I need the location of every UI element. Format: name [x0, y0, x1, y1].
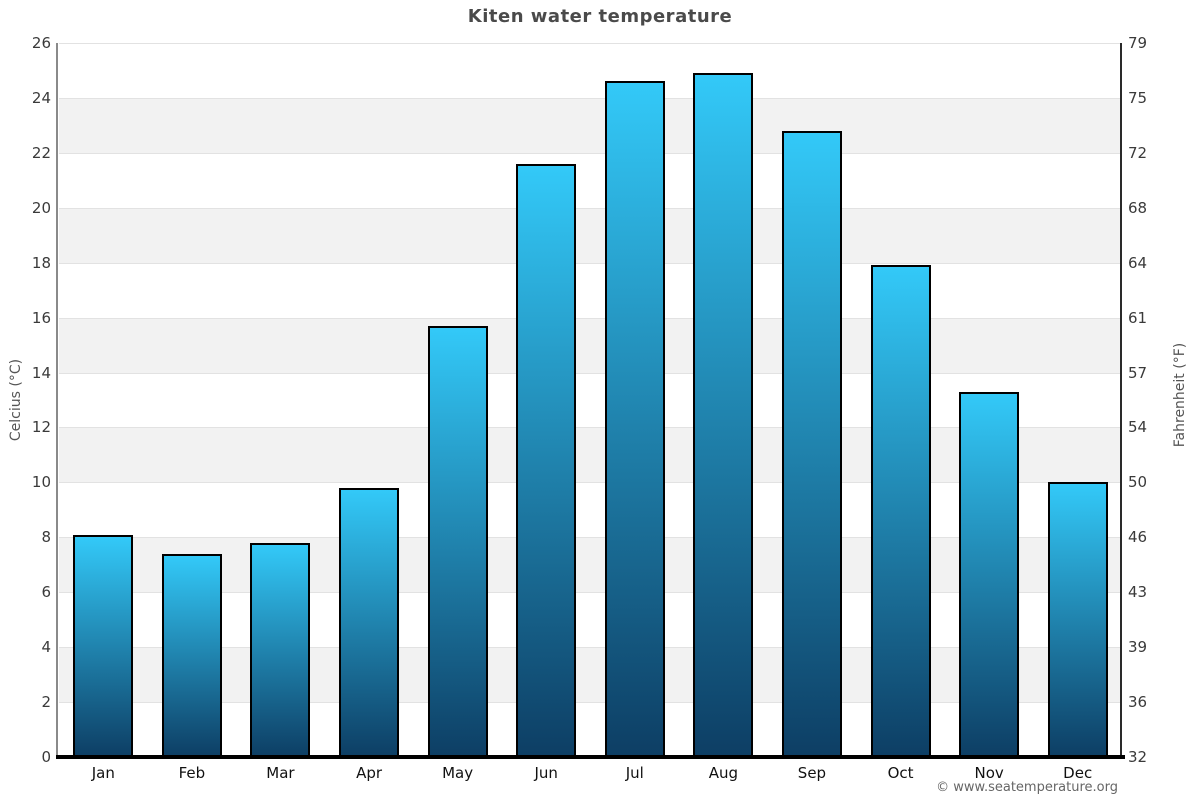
bar-dec [1047, 482, 1108, 757]
footer-credit: © www.seatemperature.org [936, 780, 1118, 795]
y-tick-fahrenheit: 64 [1128, 253, 1148, 272]
y-tick-fahrenheit: 68 [1128, 198, 1148, 217]
gridline [59, 207, 1122, 209]
y-axis-title-celsius: Celcius (°C) [8, 358, 24, 442]
y-tick-fahrenheit: 75 [1128, 88, 1148, 107]
y-tick-celsius: 16 [31, 308, 51, 327]
plot-band [59, 152, 1122, 208]
gridline [59, 97, 1122, 99]
y-tick-celsius: 24 [31, 88, 51, 107]
x-tick-jun: Jun [534, 764, 558, 782]
y-tick-fahrenheit: 32 [1128, 748, 1148, 766]
y-tick-fahrenheit: 72 [1128, 143, 1148, 162]
bar-jun [516, 163, 577, 757]
bar-may [427, 325, 488, 757]
x-tick-may: May [442, 764, 474, 782]
bar-aug [693, 73, 754, 757]
x-tick-aug: Aug [708, 764, 739, 782]
plot-band [59, 43, 1122, 98]
plot-band [59, 427, 1122, 483]
gridline [59, 152, 1122, 154]
y-tick-celsius: 6 [41, 583, 51, 602]
y-tick-celsius: 12 [31, 418, 51, 437]
y-tick-celsius: 4 [41, 638, 51, 657]
y-tick-celsius: 14 [31, 363, 51, 382]
y-tick-fahrenheit: 46 [1128, 528, 1148, 547]
y-tick-fahrenheit: 50 [1128, 473, 1148, 492]
x-tick-apr: Apr [356, 764, 383, 782]
y-tick-celsius: 22 [31, 143, 51, 162]
x-tick-jul: Jul [625, 764, 644, 782]
y-tick-fahrenheit: 57 [1128, 363, 1148, 382]
x-tick-mar: Mar [266, 764, 295, 782]
gridline [59, 592, 1122, 594]
plot-band [59, 262, 1122, 318]
x-tick-feb: Feb [178, 764, 206, 782]
bar-jul [604, 81, 665, 757]
plot-band [59, 537, 1122, 593]
y-tick-celsius: 2 [41, 693, 51, 712]
bar-feb [161, 553, 222, 757]
gridline [59, 372, 1122, 374]
y-tick-fahrenheit: 39 [1128, 638, 1148, 657]
y-tick-celsius: 26 [31, 34, 51, 52]
plot-band [59, 482, 1122, 538]
y-tick-fahrenheit: 36 [1128, 693, 1148, 712]
y-tick-fahrenheit: 61 [1128, 308, 1148, 327]
bar-nov [959, 391, 1020, 757]
y-axis-title-fahrenheit: Fahrenheit (°F) [1172, 342, 1188, 448]
y-tick-celsius: 8 [41, 528, 51, 547]
gridline [59, 702, 1122, 704]
plot-band [59, 647, 1122, 703]
bar-jan [73, 534, 134, 757]
bar-apr [339, 487, 400, 757]
y-tick-fahrenheit: 54 [1128, 418, 1148, 437]
gridline [59, 262, 1122, 264]
chart-title: Kiten water temperature [467, 6, 733, 27]
y-tick-celsius: 0 [41, 748, 51, 766]
gridline [59, 317, 1122, 319]
bar-mar [250, 542, 311, 757]
y-axis-line-left [56, 43, 58, 759]
plot-band [59, 592, 1122, 648]
plot-band [59, 372, 1122, 428]
gridline [59, 537, 1122, 539]
x-tick-dec: Dec [1063, 764, 1093, 782]
plot-band [59, 207, 1122, 263]
gridline [59, 647, 1122, 649]
gridline [59, 43, 1122, 44]
plot-band [59, 317, 1122, 373]
y-tick-celsius: 10 [31, 473, 51, 492]
plot-band [59, 97, 1122, 153]
x-tick-nov: Nov [974, 764, 1004, 782]
plot-band [59, 702, 1122, 757]
x-axis-baseline [56, 755, 1125, 759]
y-tick-celsius: 18 [31, 253, 51, 272]
y-tick-fahrenheit: 79 [1128, 34, 1148, 52]
x-tick-sep: Sep [797, 764, 827, 782]
y-axis-line-right [1120, 43, 1122, 759]
gridline [59, 482, 1122, 484]
y-tick-fahrenheit: 43 [1128, 583, 1148, 602]
bar-sep [781, 130, 842, 757]
x-tick-oct: Oct [887, 764, 914, 782]
y-tick-celsius: 20 [31, 198, 51, 217]
x-tick-jan: Jan [91, 764, 115, 782]
bar-oct [870, 265, 931, 757]
gridline [59, 427, 1122, 429]
